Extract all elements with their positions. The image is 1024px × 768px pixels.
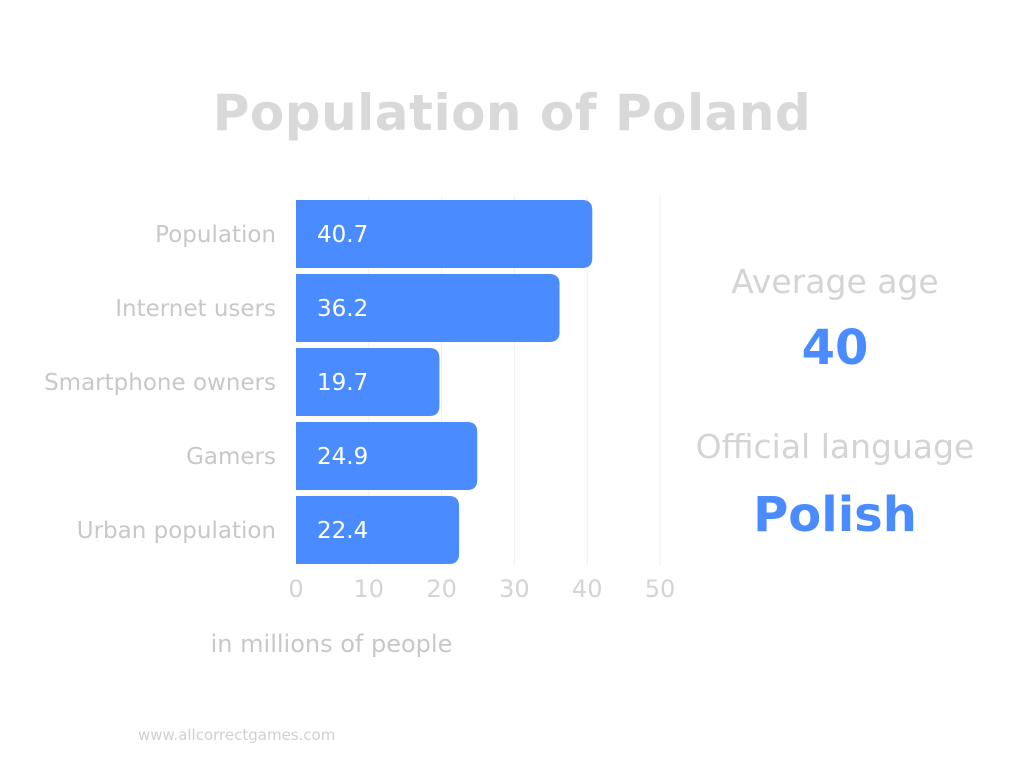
x-tick-label: 10 (354, 575, 385, 603)
category-label: Internet users (115, 296, 276, 322)
bar (296, 200, 593, 268)
x-axis-label: in millions of people (210, 630, 453, 658)
category-label: Gamers (186, 444, 276, 470)
official-language-label: Official language (695, 427, 975, 466)
bar (296, 422, 478, 490)
bar-value-label: 40.7 (317, 222, 368, 248)
website-footer: www.allcorrectgames.com (138, 726, 336, 744)
bar (296, 496, 460, 564)
bar-value-label: 19.7 (317, 370, 368, 396)
category-label: Population (155, 222, 276, 248)
bar-value-label: 24.9 (317, 444, 368, 470)
bar (296, 348, 440, 416)
x-tick-label: 20 (426, 575, 457, 603)
bar-value-label: 36.2 (317, 296, 368, 322)
category-label: Urban population (77, 518, 276, 544)
bar-value-label: 22.4 (317, 518, 368, 544)
bar (296, 274, 560, 342)
x-tick-label: 0 (288, 575, 303, 603)
official-language-value: Polish (753, 487, 917, 543)
x-tick-label: 30 (499, 575, 530, 603)
average-age-value: 40 (801, 320, 869, 376)
x-tick-label: 40 (572, 575, 603, 603)
average-age-label: Average age (731, 262, 939, 301)
category-label: Smartphone owners (44, 370, 276, 396)
chart-title: Population of Poland (212, 84, 812, 142)
x-tick-label: 50 (645, 575, 676, 603)
